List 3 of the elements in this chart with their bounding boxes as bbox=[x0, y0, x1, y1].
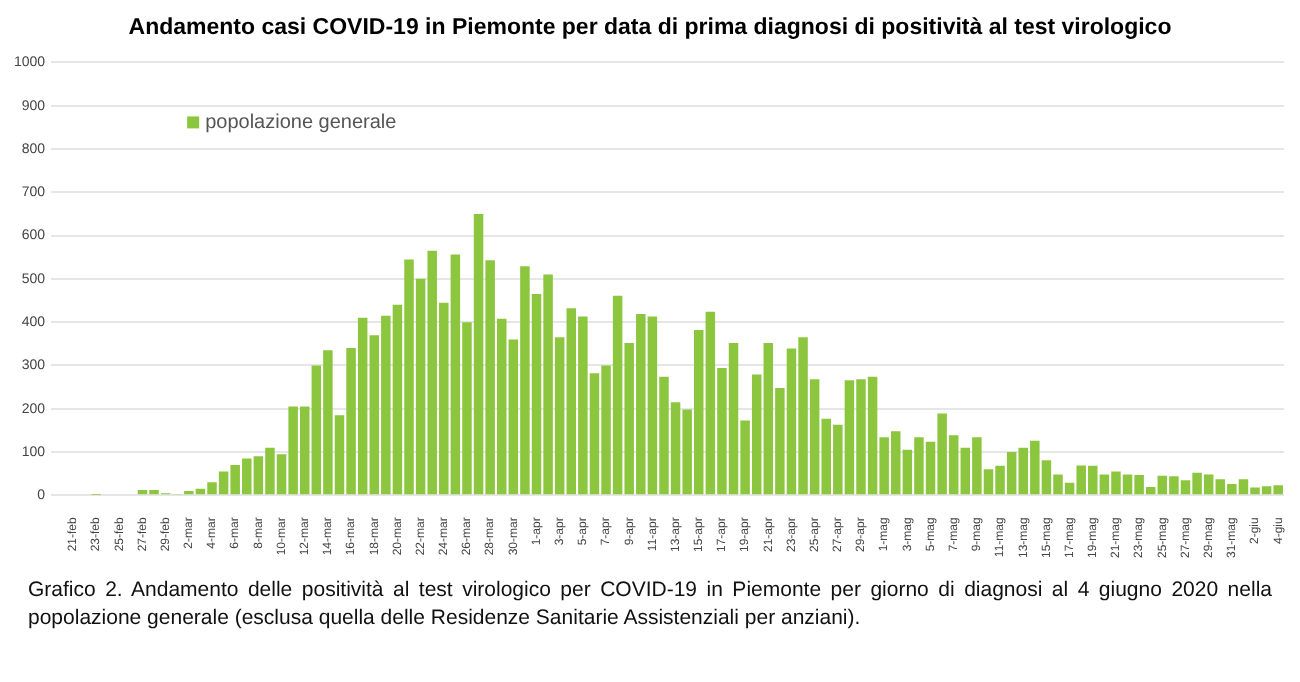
text: Grafico 2. Andamento delle positività al test virologico per COVID-19 in Piemonte per giorno di diagnosi al 4 giugno 2020 nella popolazione generale (esclusa quella delle Residenze Sanitarie Assistenziali per anziani). bbox=[28, 576, 1272, 632]
legend-label: popolazione generale bbox=[205, 111, 398, 134]
chart-title: Andamento casi COVID-19 in Piemonte per data di prima diagnosi di positività al test virologico bbox=[126, 16, 1174, 44]
